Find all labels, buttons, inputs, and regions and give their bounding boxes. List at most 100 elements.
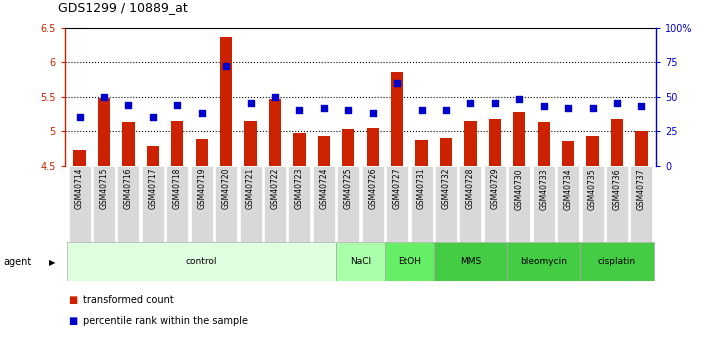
Bar: [98, 98, 110, 166]
FancyBboxPatch shape: [67, 241, 336, 281]
Text: GSM40723: GSM40723: [295, 168, 304, 209]
FancyBboxPatch shape: [435, 166, 457, 242]
Point: [416, 108, 428, 113]
Point: [611, 101, 623, 106]
FancyBboxPatch shape: [507, 241, 580, 281]
Text: ▶: ▶: [49, 258, 56, 267]
Bar: [171, 121, 183, 166]
Point: [441, 108, 452, 113]
Text: GSM40734: GSM40734: [564, 168, 572, 209]
Text: transformed count: transformed count: [83, 295, 174, 305]
Point: [196, 110, 208, 116]
Text: MMS: MMS: [460, 257, 481, 266]
Bar: [635, 131, 647, 166]
Text: GSM40729: GSM40729: [490, 168, 500, 209]
Text: NaCl: NaCl: [350, 257, 371, 266]
Point: [392, 80, 403, 86]
Bar: [293, 133, 306, 166]
Bar: [244, 121, 257, 166]
Text: GSM40736: GSM40736: [613, 168, 622, 209]
Text: GSM40726: GSM40726: [368, 168, 377, 209]
Text: GSM40716: GSM40716: [124, 168, 133, 209]
Point: [367, 110, 379, 116]
FancyBboxPatch shape: [385, 241, 434, 281]
FancyBboxPatch shape: [93, 166, 115, 242]
FancyBboxPatch shape: [582, 166, 603, 242]
FancyBboxPatch shape: [362, 166, 384, 242]
Text: ■: ■: [68, 316, 78, 326]
FancyBboxPatch shape: [142, 166, 164, 242]
Text: ■: ■: [68, 295, 78, 305]
Bar: [440, 138, 452, 166]
FancyBboxPatch shape: [410, 166, 433, 242]
FancyBboxPatch shape: [630, 166, 653, 242]
Point: [269, 94, 280, 99]
FancyBboxPatch shape: [484, 166, 506, 242]
Text: GSM40719: GSM40719: [198, 168, 206, 209]
Text: GSM40727: GSM40727: [393, 168, 402, 209]
Point: [513, 97, 525, 102]
Bar: [366, 128, 379, 166]
FancyBboxPatch shape: [434, 241, 507, 281]
FancyBboxPatch shape: [606, 166, 628, 242]
Bar: [269, 99, 281, 166]
Text: GSM40733: GSM40733: [539, 168, 548, 209]
Text: agent: agent: [4, 257, 32, 267]
Text: GSM40725: GSM40725: [344, 168, 353, 209]
Text: GSM40730: GSM40730: [515, 168, 523, 209]
FancyBboxPatch shape: [239, 166, 262, 242]
Bar: [342, 129, 355, 166]
FancyBboxPatch shape: [167, 166, 188, 242]
Bar: [513, 112, 526, 166]
FancyBboxPatch shape: [336, 241, 385, 281]
Bar: [464, 121, 477, 166]
Bar: [415, 140, 428, 166]
FancyBboxPatch shape: [508, 166, 530, 242]
Bar: [220, 37, 232, 166]
FancyBboxPatch shape: [68, 166, 91, 242]
Text: GSM40724: GSM40724: [319, 168, 328, 209]
FancyBboxPatch shape: [313, 166, 335, 242]
Text: EtOH: EtOH: [398, 257, 421, 266]
FancyBboxPatch shape: [215, 166, 237, 242]
FancyBboxPatch shape: [288, 166, 311, 242]
FancyBboxPatch shape: [386, 166, 408, 242]
Text: GSM40721: GSM40721: [246, 168, 255, 209]
Text: GSM40731: GSM40731: [417, 168, 426, 209]
Bar: [391, 72, 403, 166]
Bar: [147, 146, 159, 166]
Bar: [538, 122, 550, 166]
Point: [74, 115, 85, 120]
Bar: [318, 136, 330, 166]
FancyBboxPatch shape: [557, 166, 579, 242]
FancyBboxPatch shape: [580, 241, 654, 281]
FancyBboxPatch shape: [264, 166, 286, 242]
Text: control: control: [186, 257, 218, 266]
Text: GSM40732: GSM40732: [441, 168, 451, 209]
Text: bleomycin: bleomycin: [521, 257, 567, 266]
Text: cisplatin: cisplatin: [598, 257, 636, 266]
Point: [172, 102, 183, 108]
Text: percentile rank within the sample: percentile rank within the sample: [83, 316, 248, 326]
Text: GSM40720: GSM40720: [221, 168, 231, 209]
Bar: [611, 119, 623, 166]
FancyBboxPatch shape: [191, 166, 213, 242]
Text: GSM40714: GSM40714: [75, 168, 84, 209]
Point: [489, 101, 500, 106]
Point: [123, 102, 134, 108]
Point: [318, 105, 329, 110]
Text: GSM40722: GSM40722: [270, 168, 280, 209]
Bar: [195, 139, 208, 166]
Text: GSM40735: GSM40735: [588, 168, 597, 209]
FancyBboxPatch shape: [337, 166, 359, 242]
Bar: [123, 122, 135, 166]
FancyBboxPatch shape: [533, 166, 554, 242]
Text: GDS1299 / 10889_at: GDS1299 / 10889_at: [58, 1, 187, 14]
Point: [538, 104, 549, 109]
Point: [464, 101, 476, 106]
Point: [147, 115, 159, 120]
Text: GSM40715: GSM40715: [99, 168, 108, 209]
Text: GSM40728: GSM40728: [466, 168, 475, 209]
Point: [636, 104, 647, 109]
Point: [221, 63, 232, 69]
